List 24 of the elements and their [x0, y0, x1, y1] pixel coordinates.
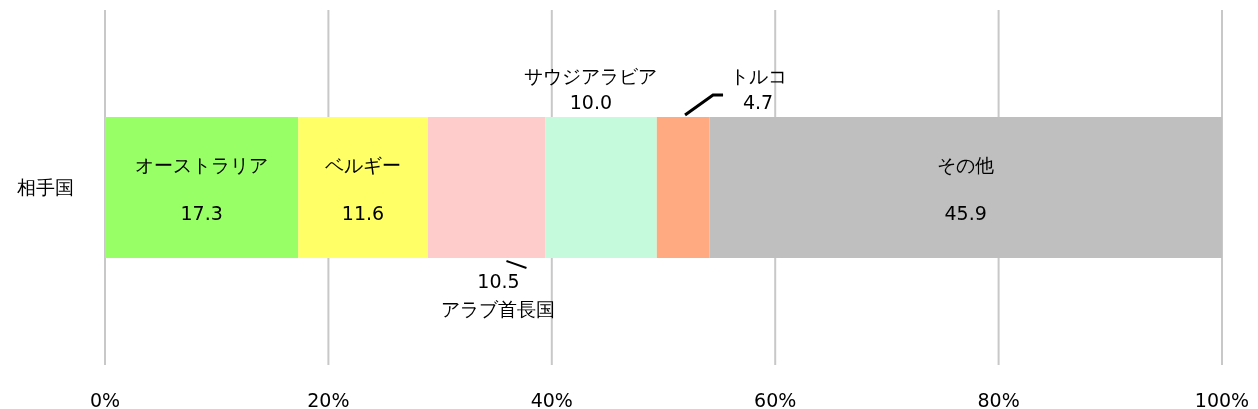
bar: [427, 117, 546, 258]
series-label: トルコ: [729, 65, 787, 87]
x-tick-label: 100%: [1194, 389, 1250, 409]
data-label: 45.9: [944, 202, 987, 224]
x-tick-label: 40%: [530, 389, 573, 409]
data-label: 11.6: [341, 202, 385, 224]
bar: [298, 117, 428, 258]
text: アラブ首長国: [441, 298, 556, 320]
x-tick-label: 60%: [754, 389, 797, 409]
bar: [545, 117, 657, 258]
data-label: 17.3: [180, 202, 223, 224]
series-label: オーストラリア: [135, 154, 269, 176]
bar: [656, 117, 710, 258]
x-tick-label: 80%: [977, 389, 1020, 409]
x-tick-label: 20%: [307, 389, 350, 409]
data-label: 10.0: [569, 91, 613, 113]
data-label: 4.7: [742, 91, 774, 113]
y-tick-label: 相手国: [16, 176, 74, 198]
bar: [105, 117, 299, 258]
data-label: 10.5: [477, 270, 520, 292]
x-tick-label: 0%: [89, 389, 121, 409]
series-label: ベルギー: [325, 154, 402, 176]
series-label: サウジアラビア: [524, 65, 658, 87]
series-label: その他: [937, 154, 995, 176]
